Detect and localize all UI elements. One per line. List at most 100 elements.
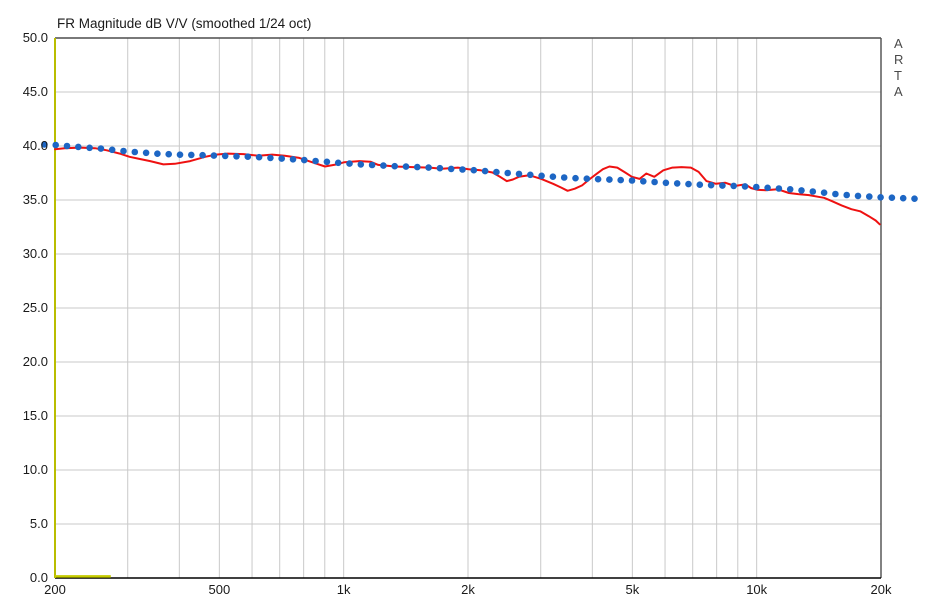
overlay-dot [628, 177, 636, 184]
overlay-dot [504, 169, 512, 177]
overlay-dot [764, 184, 771, 192]
overlay-dot [899, 194, 907, 202]
x-tick-label: 10k [746, 582, 768, 597]
overlay-dot [323, 158, 331, 166]
overlay-dot [357, 161, 365, 168]
overlay-dot [696, 181, 704, 188]
y-tick-label: 30.0 [22, 246, 48, 261]
overlay-dot [199, 151, 206, 159]
overlay-dot [662, 179, 670, 187]
overlay-dot [459, 166, 466, 173]
overlay-dot [278, 155, 286, 162]
overlay-dot [617, 176, 624, 184]
overlay-dot [583, 175, 591, 182]
x-tick-label: 500 [208, 582, 231, 597]
overlay-dot [402, 163, 410, 170]
overlay-dot [515, 170, 523, 178]
overlay-dot [911, 195, 918, 202]
overlay-dot [176, 151, 184, 158]
overlay-dot [820, 189, 828, 196]
y-tick-label: 20.0 [22, 354, 48, 369]
overlay-dot [640, 178, 647, 185]
overlay-dot [75, 143, 82, 151]
y-tick-label: 10.0 [22, 462, 48, 477]
y-tick-label: 45.0 [22, 84, 48, 99]
overlay-dot [673, 180, 681, 187]
overlay-dot [414, 163, 421, 171]
overlay-dot [221, 152, 229, 160]
overlay-dot [753, 183, 760, 191]
overlay-dot [108, 146, 116, 154]
measured-response-trace [54, 146, 881, 226]
x-tick-label: 5k [625, 582, 640, 597]
overlay-dot [730, 182, 737, 190]
overlay-dot [707, 181, 715, 189]
chart-title: FR Magnitude dB V/V (smoothed 1/24 oct) [57, 16, 312, 31]
overlay-dot [594, 175, 602, 183]
overlay-dot [775, 185, 783, 192]
y-tick-label: 0.0 [29, 570, 48, 585]
x-tick-label: 200 [44, 582, 66, 597]
overlay-dot [334, 159, 342, 167]
overlay-dot [651, 178, 658, 186]
overlay-dot [493, 168, 500, 176]
overlay-dot [538, 172, 545, 180]
y-tick-label: 35.0 [22, 192, 48, 207]
overlay-dot [210, 152, 218, 159]
overlay-dot [97, 145, 105, 152]
overlay-dot [481, 167, 489, 175]
overlay-dot [346, 160, 353, 167]
x-tick-label: 2k [461, 582, 475, 597]
overlay-dot [719, 182, 726, 189]
overlay-dot [877, 194, 884, 201]
overlay-dot [131, 148, 139, 156]
overlay-dot [244, 153, 252, 160]
overlay-dot [165, 150, 172, 158]
y-tick-label: 25.0 [22, 300, 48, 315]
overlay-dot [380, 162, 387, 169]
y-tick-label: 15.0 [22, 408, 48, 423]
overlay-dot [233, 153, 240, 160]
overlay-dot [154, 150, 161, 157]
overlay-dot [798, 187, 805, 194]
overlay-dot [368, 161, 376, 169]
overlay-dot [447, 165, 455, 173]
overlay-dot [391, 162, 399, 170]
overlay-dot [267, 154, 274, 162]
overlay-dot [888, 194, 896, 201]
overlay-dot [63, 142, 71, 150]
overlay-dot [572, 174, 579, 182]
overlay-dot [41, 141, 48, 148]
overlay-dot [312, 157, 319, 165]
y-tick-label: 40.0 [22, 138, 48, 153]
overlay-dot [854, 192, 862, 200]
overlay-dot [52, 141, 59, 149]
overlay-dot [301, 156, 308, 164]
overlay-dot [86, 144, 93, 152]
overlay-dot [527, 171, 534, 179]
overlay-dot [120, 147, 127, 155]
overlay-dot [289, 156, 297, 163]
overlay-dot [436, 164, 444, 172]
x-tick-label: 20k [870, 582, 892, 597]
overlay-dot [560, 174, 568, 181]
overlay-dot [606, 176, 613, 183]
overlay-dot [188, 151, 195, 159]
overlay-dot [685, 180, 692, 188]
overlay-dot [470, 166, 478, 174]
arta-brand-label: A R T A [894, 36, 904, 99]
overlay-dot [866, 193, 873, 200]
overlay-dot [843, 191, 850, 199]
y-tick-label: 5.0 [29, 516, 48, 531]
overlay-dot [142, 149, 150, 157]
overlay-dot [786, 186, 794, 193]
overlay-dot [255, 153, 263, 161]
overlay-dot [741, 183, 749, 190]
overlay-dot [425, 164, 432, 171]
overlay-dot [549, 173, 557, 180]
overlay-dot [832, 190, 839, 198]
overlay-dot [809, 188, 817, 195]
y-tick-label: 50.0 [22, 30, 48, 45]
